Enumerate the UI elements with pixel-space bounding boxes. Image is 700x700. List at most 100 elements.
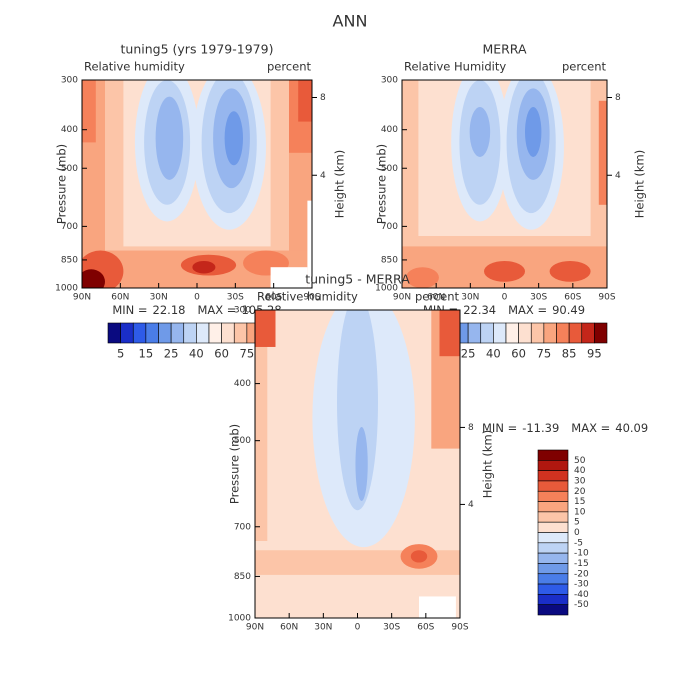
- y2-tick-label: 4: [468, 500, 474, 510]
- colorbar-box: [537, 490, 569, 502]
- colorbar-box: [568, 322, 583, 344]
- colorbar-box: [537, 552, 569, 564]
- contour-fill: [298, 80, 312, 122]
- x-tick-label: 30N: [314, 623, 332, 633]
- y-tick-label: 300: [61, 76, 78, 86]
- x-tick-label: 30S: [530, 293, 547, 303]
- y2-axis-label: Height (km): [633, 150, 647, 219]
- colorbar-box: [221, 322, 235, 344]
- contour-fill: [337, 310, 378, 511]
- contour-fill: [484, 260, 525, 282]
- colorbar-label: 95: [587, 347, 602, 361]
- colorbar-box: [530, 322, 545, 344]
- x-tick-label: 0: [194, 293, 200, 303]
- contour-fill: [224, 111, 243, 166]
- panel-title: tuning5 - MERRA: [305, 272, 410, 287]
- contour-fill: [525, 107, 542, 157]
- colorbar-label: 75: [240, 347, 255, 361]
- panel-subtitle: Relative Humidity: [404, 60, 506, 74]
- contour-field: [82, 80, 312, 288]
- colorbar-label: 20: [574, 487, 586, 497]
- stats-max-label: MAX =: [197, 303, 236, 317]
- colorbar-box: [537, 511, 569, 523]
- stats-max-label: MAX =: [571, 421, 610, 435]
- figure-title: ANN: [333, 12, 368, 31]
- y-tick-label: 850: [234, 572, 251, 582]
- y2-tick-label: 4: [615, 171, 621, 181]
- y2-axis-label: Height (km): [333, 150, 347, 219]
- x-tick-label: 90S: [303, 293, 320, 303]
- colorbar-box: [120, 322, 134, 344]
- contour-field: [402, 80, 607, 288]
- colorbar-label: 60: [511, 347, 526, 361]
- panel-units: percent: [562, 60, 607, 74]
- colorbar-label: 60: [214, 347, 229, 361]
- x-tick-label: 60S: [417, 623, 434, 633]
- colorbar-label: -15: [574, 559, 589, 569]
- y-tick-label: 500: [234, 436, 251, 446]
- colorbar-box: [537, 532, 569, 544]
- y-tick-label: 850: [61, 255, 78, 265]
- x-tick-label: 90N: [73, 293, 91, 303]
- colorbar-label: 30: [574, 476, 586, 486]
- colorbar-label: -10: [574, 549, 589, 559]
- y-tick-label: 700: [61, 222, 78, 232]
- colorbar-box: [480, 322, 494, 344]
- colorbar-label: 85: [562, 347, 577, 361]
- colorbar-box: [537, 460, 569, 471]
- x-tick-label: 30S: [227, 293, 244, 303]
- colorbar-label: 15: [574, 497, 585, 507]
- y-tick-label: 400: [61, 125, 78, 135]
- y-tick-label: 400: [234, 379, 251, 389]
- contour-fill: [192, 260, 216, 274]
- colorbar-label: 75: [537, 347, 552, 361]
- x-tick-label: 30N: [150, 293, 168, 303]
- contour-fill: [439, 310, 460, 357]
- contour-fill: [255, 310, 276, 347]
- panel-title: tuning5 (yrs 1979-1979): [121, 42, 274, 57]
- y-tick-label: 500: [61, 164, 78, 174]
- colorbar-label: 5: [117, 347, 124, 361]
- x-tick-label: 60N: [427, 293, 445, 303]
- colorbar-box: [537, 563, 569, 575]
- y2-tick-label: 8: [320, 93, 326, 103]
- stats-max: 90.49: [552, 303, 585, 317]
- colorbar-box: [537, 501, 569, 513]
- colorbar-box: [537, 480, 569, 492]
- colorbar-box: [537, 542, 569, 554]
- panel-units: percent: [267, 60, 312, 74]
- y2-axis-label: Height (km): [481, 430, 495, 499]
- contour-field: [255, 310, 460, 618]
- colorbar-box: [518, 322, 532, 344]
- colorbar-box: [537, 594, 569, 605]
- x-tick-label: 30S: [383, 623, 400, 633]
- colorbar-box: [581, 322, 595, 344]
- contour-fill: [307, 200, 312, 288]
- colorbar-box: [132, 322, 147, 344]
- y-tick-label: 1000: [375, 284, 398, 294]
- x-tick-label: 60N: [280, 623, 298, 633]
- stats-min: -11.39: [522, 421, 559, 435]
- colorbar-label: -30: [574, 580, 589, 590]
- contour-fill: [469, 107, 491, 157]
- colorbar-box: [537, 449, 569, 461]
- x-tick-label: 0: [502, 293, 508, 303]
- colorbar-box: [537, 604, 569, 616]
- stats-min-label: MIN =: [112, 303, 147, 317]
- y-axis-label: Pressure (mb): [55, 144, 69, 224]
- y-tick-label: 1000: [228, 614, 251, 624]
- colorbar-box: [145, 322, 159, 344]
- y-tick-label: 300: [234, 306, 251, 316]
- panel-units: percent: [415, 290, 460, 304]
- y-tick-label: 700: [234, 522, 251, 532]
- contour-fill: [598, 100, 607, 205]
- contour-fill: [419, 596, 456, 618]
- contour-fill: [155, 96, 184, 180]
- colorbar-label: 40: [574, 466, 586, 476]
- colorbar-box: [158, 322, 172, 344]
- y2-tick-label: 8: [615, 93, 621, 103]
- y2-tick-label: 4: [320, 171, 326, 181]
- colorbar-label: 40: [486, 347, 501, 361]
